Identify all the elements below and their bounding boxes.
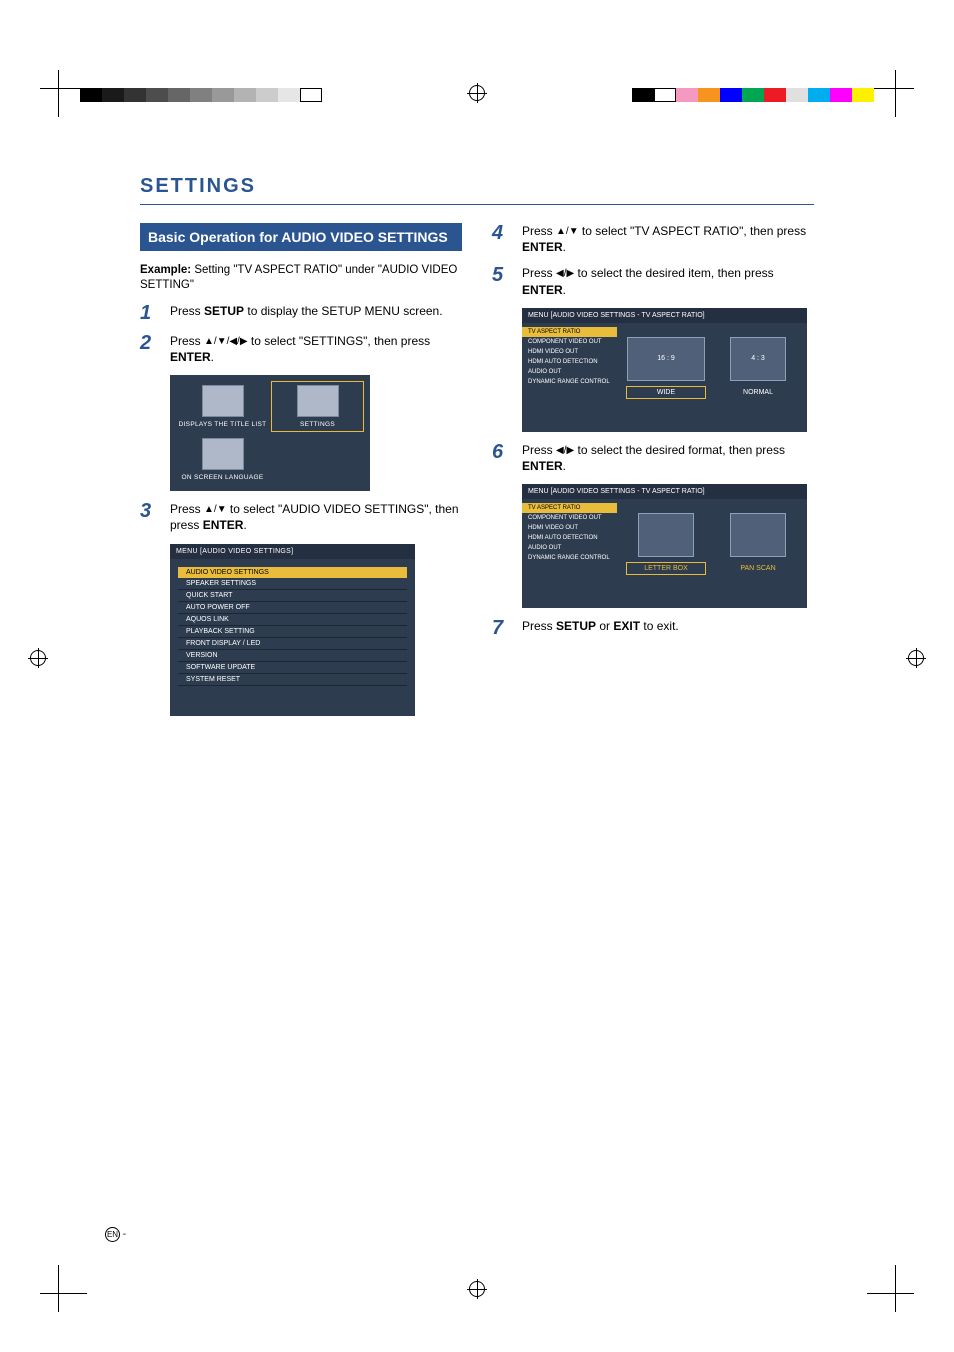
right-column: 4 Press ▲/▼ to select "TV ASPECT RATIO",… [492, 223, 814, 716]
registration-mark [469, 1281, 485, 1297]
aspect-option-label: PAN SCAN [719, 563, 797, 574]
menu-figure: MENU [AUDIO VIDEO SETTINGS] AUDIO VIDEO S… [170, 544, 415, 716]
step-2: 2 Press ▲/▼/◀/▶ to select "SETTINGS", th… [140, 333, 462, 365]
arrow-icons: ▲/▼/◀/▶ [204, 335, 248, 349]
menu-item: AUTO POWER OFF [178, 602, 407, 614]
menu-titlebar: MENU [AUDIO VIDEO SETTINGS - TV ASPECT R… [522, 308, 807, 323]
example-label: Example: [140, 264, 191, 276]
step-body: Press ▲/▼ to select "TV ASPECT RATIO", t… [522, 223, 814, 255]
menu-item: SOFTWARE UPDATE [178, 662, 407, 674]
arrow-icons: ◀/▶ [556, 444, 574, 458]
aspect-figure-5: MENU [AUDIO VIDEO SETTINGS - TV ASPECT R… [522, 308, 807, 432]
sidebar-item: HDMI VIDEO OUT [522, 347, 617, 357]
sidebar-item: TV ASPECT RATIO [522, 503, 617, 513]
registration-mark [30, 650, 46, 666]
step-number: 2 [140, 333, 158, 365]
step-1: 1 Press SETUP to display the SETUP MENU … [140, 303, 462, 323]
menu-item: AUDIO VIDEO SETTINGS [178, 567, 407, 578]
menu-item: SYSTEM RESET [178, 674, 407, 686]
aspect-option-label: LETTER BOX [627, 563, 705, 574]
step-number: 7 [492, 618, 510, 638]
settings-caption: DISPLAYS THE TITLE LIST [179, 421, 267, 428]
example-text: Example: Setting "TV ASPECT RATIO" under… [140, 263, 462, 293]
step-5: 5 Press ◀/▶ to select the desired item, … [492, 265, 814, 297]
sidebar-item: DYNAMIC RANGE CONTROL [522, 377, 617, 387]
step-number: 3 [140, 501, 158, 533]
aspect-panel: LETTER BOX PAN SCAN [617, 499, 807, 580]
settings-caption: SETTINGS [300, 421, 335, 428]
sidebar-item: AUDIO OUT [522, 367, 617, 377]
section-heading: Basic Operation for AUDIO VIDEO SETTINGS [140, 223, 462, 251]
sidebar-item: DYNAMIC RANGE CONTROL [522, 553, 617, 563]
menu-item: SPEAKER SETTINGS [178, 578, 407, 590]
menu-item: QUICK START [178, 590, 407, 602]
aspect-figure-6: MENU [AUDIO VIDEO SETTINGS - TV ASPECT R… [522, 484, 807, 608]
menu-titlebar: MENU [AUDIO VIDEO SETTINGS - TV ASPECT R… [522, 484, 807, 499]
registration-mark [469, 85, 485, 101]
step-body: Press ◀/▶ to select the desired format, … [522, 442, 814, 474]
step-7: 7 Press SETUP or EXIT to exit. [492, 618, 814, 638]
step-number: 4 [492, 223, 510, 255]
step-number: 5 [492, 265, 510, 297]
aspect-sidebar: TV ASPECT RATIOCOMPONENT VIDEO OUTHDMI V… [522, 499, 617, 580]
step-6: 6 Press ◀/▶ to select the desired format… [492, 442, 814, 474]
settings-grid-cell: DISPLAYS THE TITLE LIST [176, 381, 269, 432]
step-4: 4 Press ▲/▼ to select "TV ASPECT RATIO",… [492, 223, 814, 255]
sidebar-item: HDMI VIDEO OUT [522, 523, 617, 533]
menu-item: PLAYBACK SETTING [178, 626, 407, 638]
step-body: Press ▲/▼ to select "AUDIO VIDEO SETTING… [170, 501, 462, 533]
step-3: 3 Press ▲/▼ to select "AUDIO VIDEO SETTI… [140, 501, 462, 533]
menu-titlebar: MENU [AUDIO VIDEO SETTINGS] [170, 544, 415, 559]
menu-item: AQUOS LINK [178, 614, 407, 626]
aspect-preview [730, 513, 786, 557]
settings-icon [202, 385, 244, 417]
arrow-icons: ▲/▼ [204, 503, 227, 517]
menu-item: VERSION [178, 650, 407, 662]
step-body: Press SETUP or EXIT to exit. [522, 618, 814, 638]
page-footer: EN - [105, 1227, 126, 1242]
step-number: 6 [492, 442, 510, 474]
sidebar-item: HDMI AUTO DETECTION [522, 533, 617, 543]
arrow-icons: ▲/▼ [556, 225, 579, 239]
step-body: Press ▲/▼/◀/▶ to select "SETTINGS", then… [170, 333, 462, 365]
menu-item: FRONT DISPLAY / LED [178, 638, 407, 650]
arrow-icons: ◀/▶ [556, 267, 574, 281]
footer-separator: - [120, 1229, 126, 1240]
aspect-preview: 4 : 3 [730, 337, 786, 381]
aspect-option-label: WIDE [627, 387, 705, 398]
aspect-preview: 16 : 9 [627, 337, 705, 381]
settings-icon [297, 385, 339, 417]
settings-icon [202, 438, 244, 470]
heading-rule [140, 204, 814, 205]
aspect-panel: 16 : 9 4 : 3 WIDE NORMAL [617, 323, 807, 404]
settings-caption: ON SCREEN LANGUAGE [182, 474, 264, 481]
left-column: Basic Operation for AUDIO VIDEO SETTINGS… [140, 223, 462, 716]
grayscale-calibration-bar [80, 88, 322, 102]
aspect-option-label: NORMAL [719, 387, 797, 398]
step-body: Press ◀/▶ to select the desired item, th… [522, 265, 814, 297]
sidebar-item: TV ASPECT RATIO [522, 327, 617, 337]
settings-grid-cell: SETTINGS [271, 381, 364, 432]
settings-grid-cell: ON SCREEN LANGUAGE [176, 434, 269, 485]
sidebar-item: AUDIO OUT [522, 543, 617, 553]
aspect-preview [638, 513, 694, 557]
step-body: Press SETUP to display the SETUP MENU sc… [170, 303, 462, 323]
sidebar-item: COMPONENT VIDEO OUT [522, 337, 617, 347]
sidebar-item: HDMI AUTO DETECTION [522, 357, 617, 367]
language-badge: EN [105, 1227, 120, 1242]
page-heading: SETTINGS [140, 175, 814, 198]
color-calibration-bar [632, 88, 874, 102]
sidebar-item: COMPONENT VIDEO OUT [522, 513, 617, 523]
step-number: 1 [140, 303, 158, 323]
page-content: SETTINGS Basic Operation for AUDIO VIDEO… [140, 175, 814, 716]
registration-mark [908, 650, 924, 666]
settings-grid-figure: DISPLAYS THE TITLE LIST SETTINGS ON SCREEN… [170, 375, 370, 491]
aspect-sidebar: TV ASPECT RATIOCOMPONENT VIDEO OUTHDMI V… [522, 323, 617, 404]
